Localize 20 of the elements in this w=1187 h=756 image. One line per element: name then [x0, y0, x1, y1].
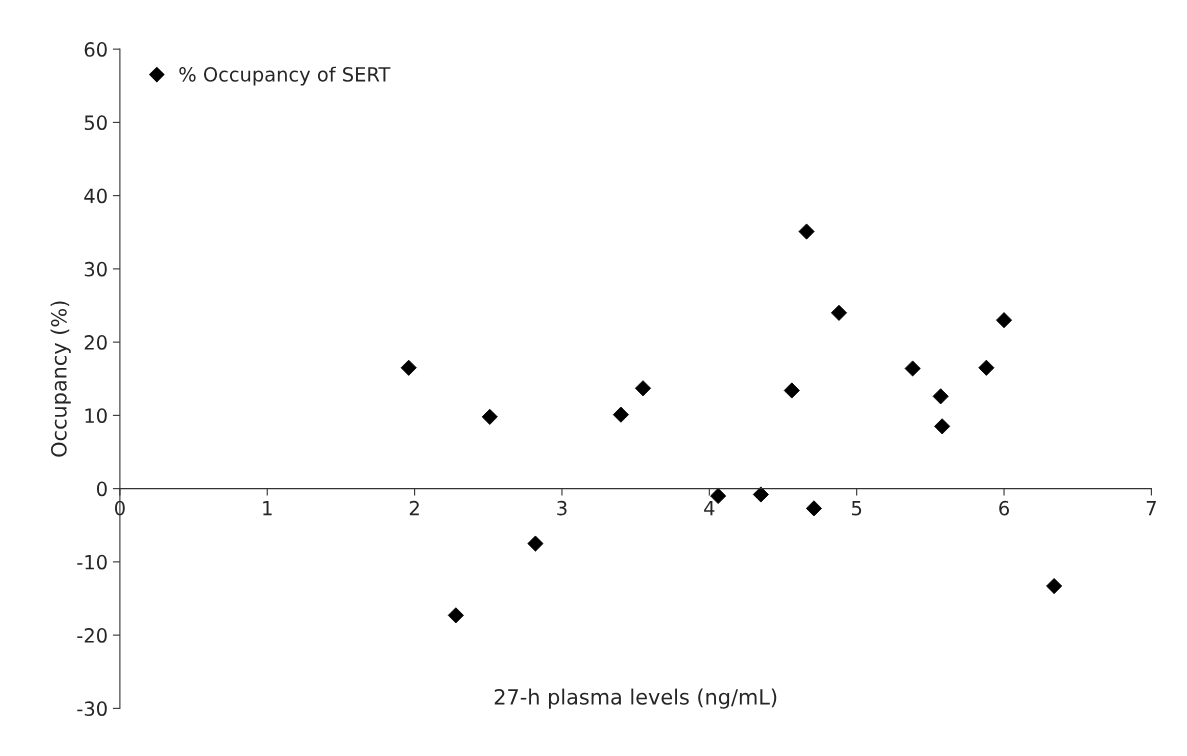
legend-label: % Occupancy of SERT	[179, 66, 391, 86]
x-tick-label: 2	[409, 500, 419, 516]
y-tick-label: -30	[77, 701, 107, 717]
x-tick-label: 3	[557, 500, 567, 516]
x-tick-label: 7	[1146, 501, 1156, 516]
x-axis-title: 27-h plasma levels (ng/mL)	[494, 688, 777, 709]
y-tick-label: 40	[84, 188, 107, 204]
y-tick-label: 20	[84, 335, 107, 350]
x-tick-label: 5	[851, 501, 862, 516]
x-tick-label: 1	[263, 501, 272, 516]
x-tick-label: 4	[704, 501, 715, 516]
y-tick-label: 50	[84, 115, 107, 131]
y-tick-label: 0	[96, 481, 107, 497]
y-tick-label: 30	[84, 261, 107, 277]
y-tick-label: 60	[84, 42, 107, 57]
y-tick-label: -20	[77, 628, 107, 643]
x-tick-label: 6	[999, 500, 1009, 516]
y-tick-label: -10	[77, 554, 107, 570]
y-axis-title: Occupancy (%)	[50, 301, 71, 457]
y-tick-label: 10	[85, 408, 107, 424]
